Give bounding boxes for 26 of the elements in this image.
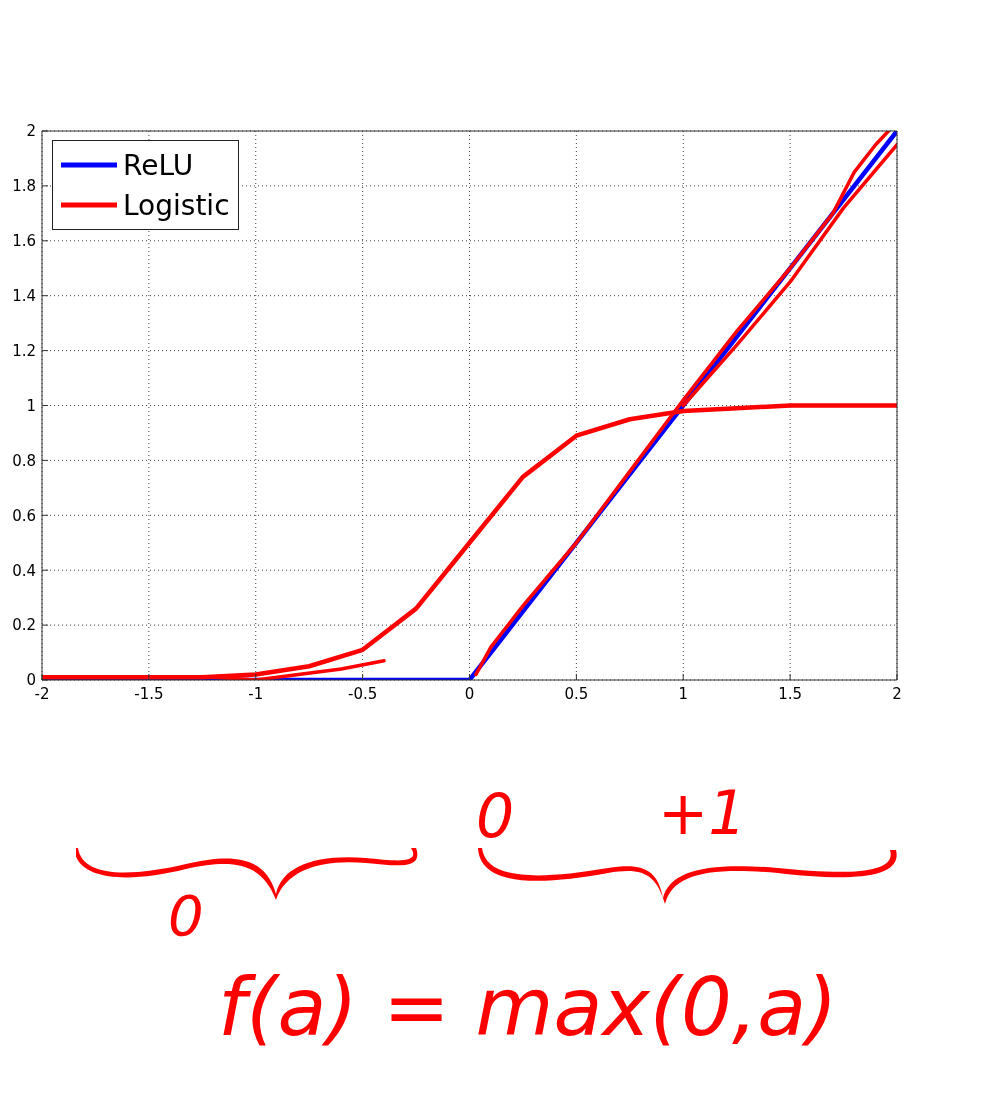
x-tick-label: -1.5 [134, 684, 164, 703]
x-tick-label: -0.5 [347, 684, 378, 703]
y-tick-label: 1.2 [12, 341, 36, 360]
y-tick-label: 1 [26, 396, 36, 415]
x-tick-label: -2 [34, 684, 50, 703]
text: 0 [168, 883, 204, 948]
y-tick-label: 1.4 [12, 287, 36, 306]
x-tick-label: 1 [678, 684, 689, 703]
x-tick-label: 1.5 [778, 684, 803, 703]
y-tick-label: 0 [26, 671, 36, 690]
y-tick-label: 1.6 [12, 232, 36, 251]
y-tick-label: 2 [26, 122, 36, 141]
legend-label: Logistic [123, 188, 230, 222]
y-tick-label: 0.8 [12, 451, 36, 470]
legend-label: ReLU [123, 148, 194, 182]
x-tick-label: -1 [248, 684, 264, 703]
text: f(a) = max(0,a) [218, 961, 838, 1054]
x-tick-label: 0.5 [564, 684, 589, 703]
y-tick-label: 0.4 [12, 561, 36, 580]
y-tick-label: 0.6 [12, 506, 36, 525]
x-tick-label: 0 [464, 684, 475, 703]
y-tick-label: 1.8 [12, 177, 36, 196]
x-tick-label: 2 [892, 684, 902, 703]
y-tick-label: 0.2 [12, 616, 36, 635]
text: +1 [658, 778, 747, 848]
text: 0 [476, 781, 515, 851]
